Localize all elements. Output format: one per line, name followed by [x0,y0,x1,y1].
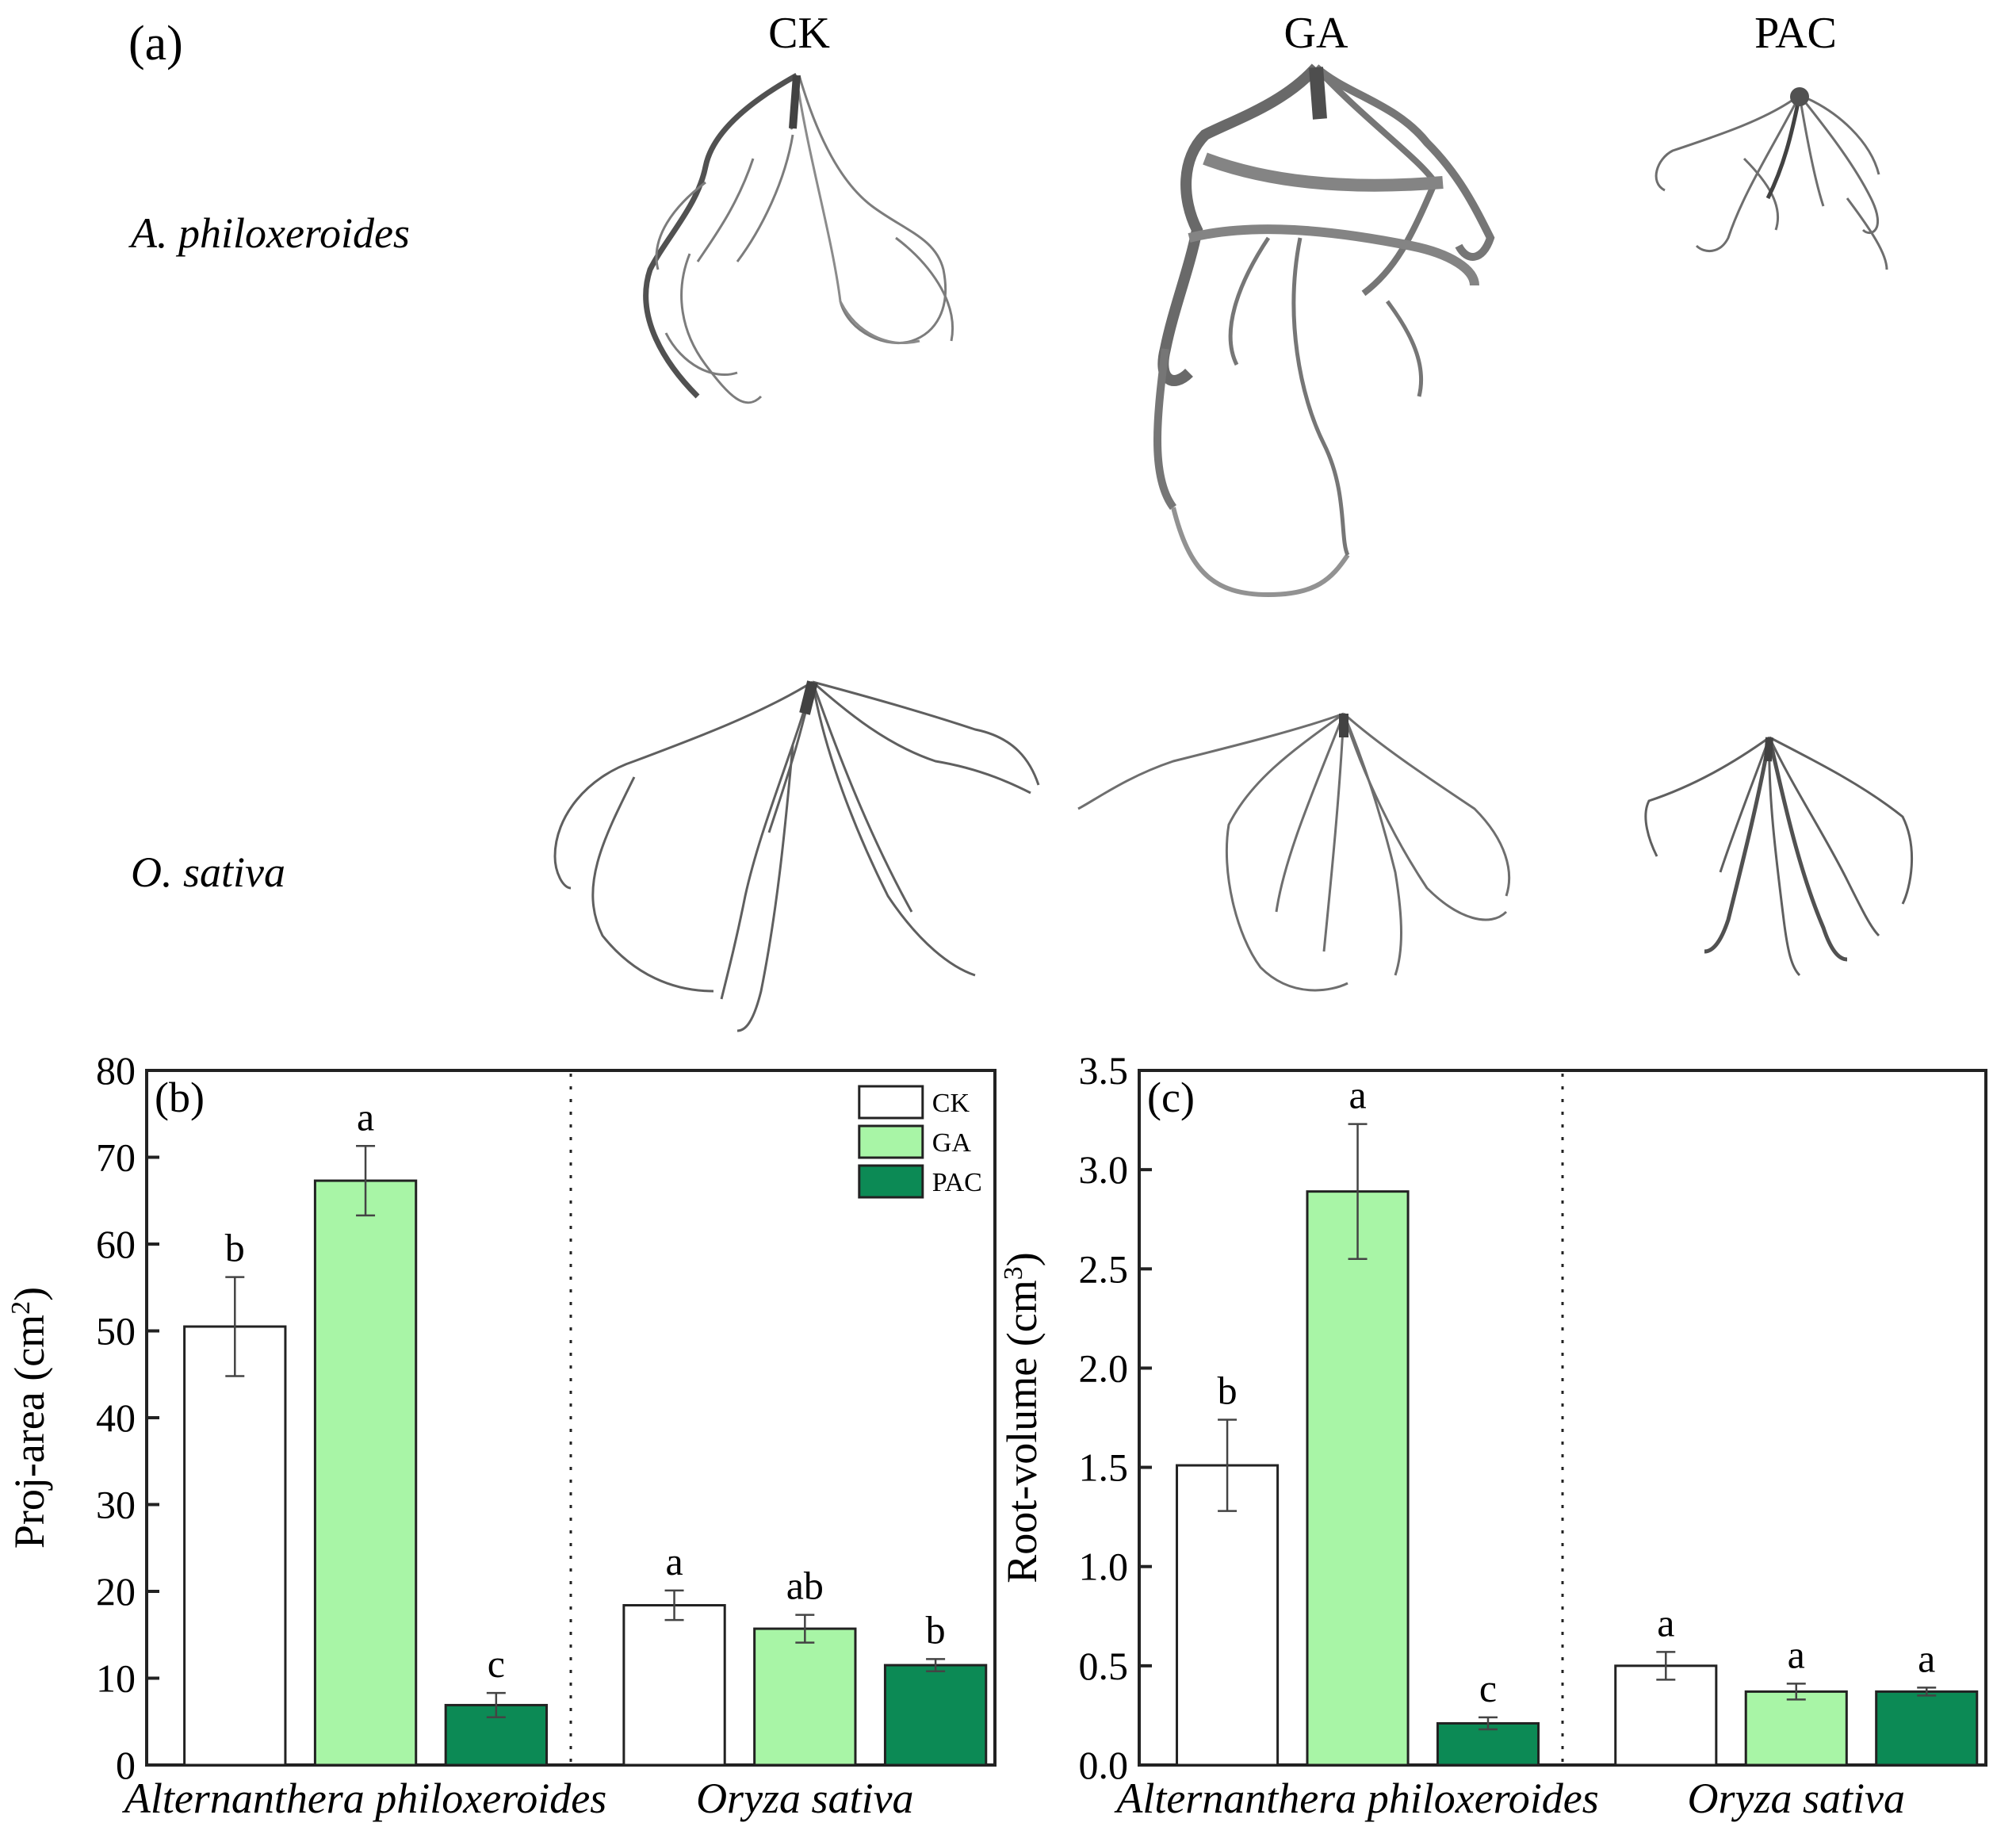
c-bar-ck [1176,1464,1280,1767]
panel-a-label: (a) [128,17,183,71]
c-y-tick-label: 2.5 [1079,1246,1129,1291]
c-y-tick-label: 1.5 [1079,1445,1129,1490]
b-y-tick-label: 10 [96,1656,136,1701]
column-label-ga: GA [1284,9,1348,58]
c-x-category-label: Oryza sativa [1688,1775,1905,1822]
b-bar-ga [753,1627,857,1767]
b-significance-letter: b [926,1607,946,1652]
root-image-a-philoxeroides-ga [1153,63,1495,598]
row-label-o-sativa: O. sativa [131,848,285,896]
legend-swatch-pac [858,1164,924,1199]
b-y-tick-label: 30 [96,1483,136,1527]
b-y-tick-label: 60 [96,1222,136,1266]
root-image-o-sativa-ck [553,680,1040,1032]
root-image-o-sativa-ga [1077,712,1511,992]
b-y-tick-label: 50 [96,1309,136,1353]
chart-b-legend: CK GA PAC [858,1085,982,1199]
b-significance-letter: a [665,1539,683,1583]
c-bar-ck [1614,1664,1718,1767]
c-significance-letter: a [1348,1073,1366,1117]
b-significance-letter: b [225,1226,245,1270]
chart-c-bars: b a c a a a [1176,1073,1979,1767]
legend-swatch-ck [858,1085,924,1120]
chart-c-y-axis: 0.0 0.5 1.0 1.5 2.0 2.5 3.0 3.5 [1079,1048,1152,1787]
b-y-tick-label: 0 [116,1743,136,1787]
c-y-tick-label: 1.0 [1079,1545,1129,1589]
c-y-tick-label: 0.0 [1079,1743,1129,1787]
legend-swatch-ga [858,1124,924,1159]
b-bar-ga [313,1179,418,1767]
c-significance-letter: c [1479,1666,1497,1710]
chart-b-x-axis: Alternanthera philoxeroides Oryza sativa [122,1775,914,1822]
c-significance-letter: a [1657,1600,1674,1644]
chart-c-y-axis-title-text: Root-volume (cm [998,1280,1046,1583]
c-y-tick-label: 3.0 [1079,1147,1129,1192]
column-label-ck: CK [768,9,830,58]
chart-c-panel-label: (c) [1147,1074,1195,1121]
c-significance-letter: a [1788,1632,1805,1676]
c-significance-letter: a [1918,1636,1935,1680]
chart-b-y-axis-title: Proj-area (cm2) [6,1287,53,1549]
c-significance-letter: b [1218,1369,1238,1413]
b-bar-ck [622,1604,726,1767]
c-x-category-label: Alternanthera philoxeroides [1114,1775,1598,1822]
c-bar-ga [1744,1690,1848,1767]
b-bar-ck [183,1325,287,1767]
chart-c-plot-frame [1138,1069,1987,1767]
b-y-tick-label: 40 [96,1396,136,1440]
b-significance-letter: a [357,1094,374,1139]
chart-b-y-axis-title-sup: 2 [6,1301,36,1315]
root-image-a-philoxeroides-ck [643,72,954,404]
chart-c-x-axis: Alternanthera philoxeroides Oryza sativa [1114,1775,1905,1822]
b-y-tick-label: 20 [96,1569,136,1614]
chart-b-bars: b a c a ab b [183,1094,988,1767]
column-label-pac: PAC [1754,9,1837,58]
chart-c-y-axis-title-sup: 3 [999,1266,1028,1280]
root-image-o-sativa-pac [1644,736,1913,977]
c-bar-pac [1875,1690,1979,1767]
chart-c: (c) 0.0 0.5 1.0 1.5 2.0 2.5 3.0 3.5 b a c a a a Alte… [998,1048,1987,1822]
b-significance-letter: c [488,1641,505,1686]
b-y-tick-label: 70 [96,1135,136,1180]
chart-c-y-axis-title-end: ) [998,1252,1046,1266]
legend-label-ga: GA [932,1128,972,1158]
legend-label-pac: PAC [932,1168,982,1197]
b-significance-letter: ab [786,1564,824,1608]
chart-b-y-axis: 0 10 20 30 40 50 60 70 80 [96,1048,159,1787]
b-bar-pac [883,1664,988,1767]
b-x-category-label: Alternanthera philoxeroides [122,1775,606,1822]
c-y-tick-label: 0.5 [1079,1644,1129,1688]
legend-label-ck: CK [932,1089,970,1118]
chart-c-y-axis-title: Root-volume (cm3) [998,1252,1046,1583]
chart-b-y-axis-title-text: Proj-area (cm [6,1315,53,1549]
chart-b-panel-label: (b) [155,1074,205,1121]
row-label-a-philoxeroides: A. philoxeroides [128,209,410,257]
c-y-tick-label: 2.0 [1079,1346,1129,1390]
b-y-tick-label: 80 [96,1048,136,1093]
root-image-a-philoxeroides-pac [1654,87,1888,270]
chart-b-y-axis-title-end: ) [6,1287,53,1301]
c-bar-ga [1306,1190,1410,1767]
c-y-tick-label: 3.5 [1079,1048,1129,1093]
b-x-category-label: Oryza sativa [696,1775,913,1822]
chart-b: (b) 0 10 20 30 40 50 60 70 80 b a c a ab b Alternanth… [6,1048,997,1822]
